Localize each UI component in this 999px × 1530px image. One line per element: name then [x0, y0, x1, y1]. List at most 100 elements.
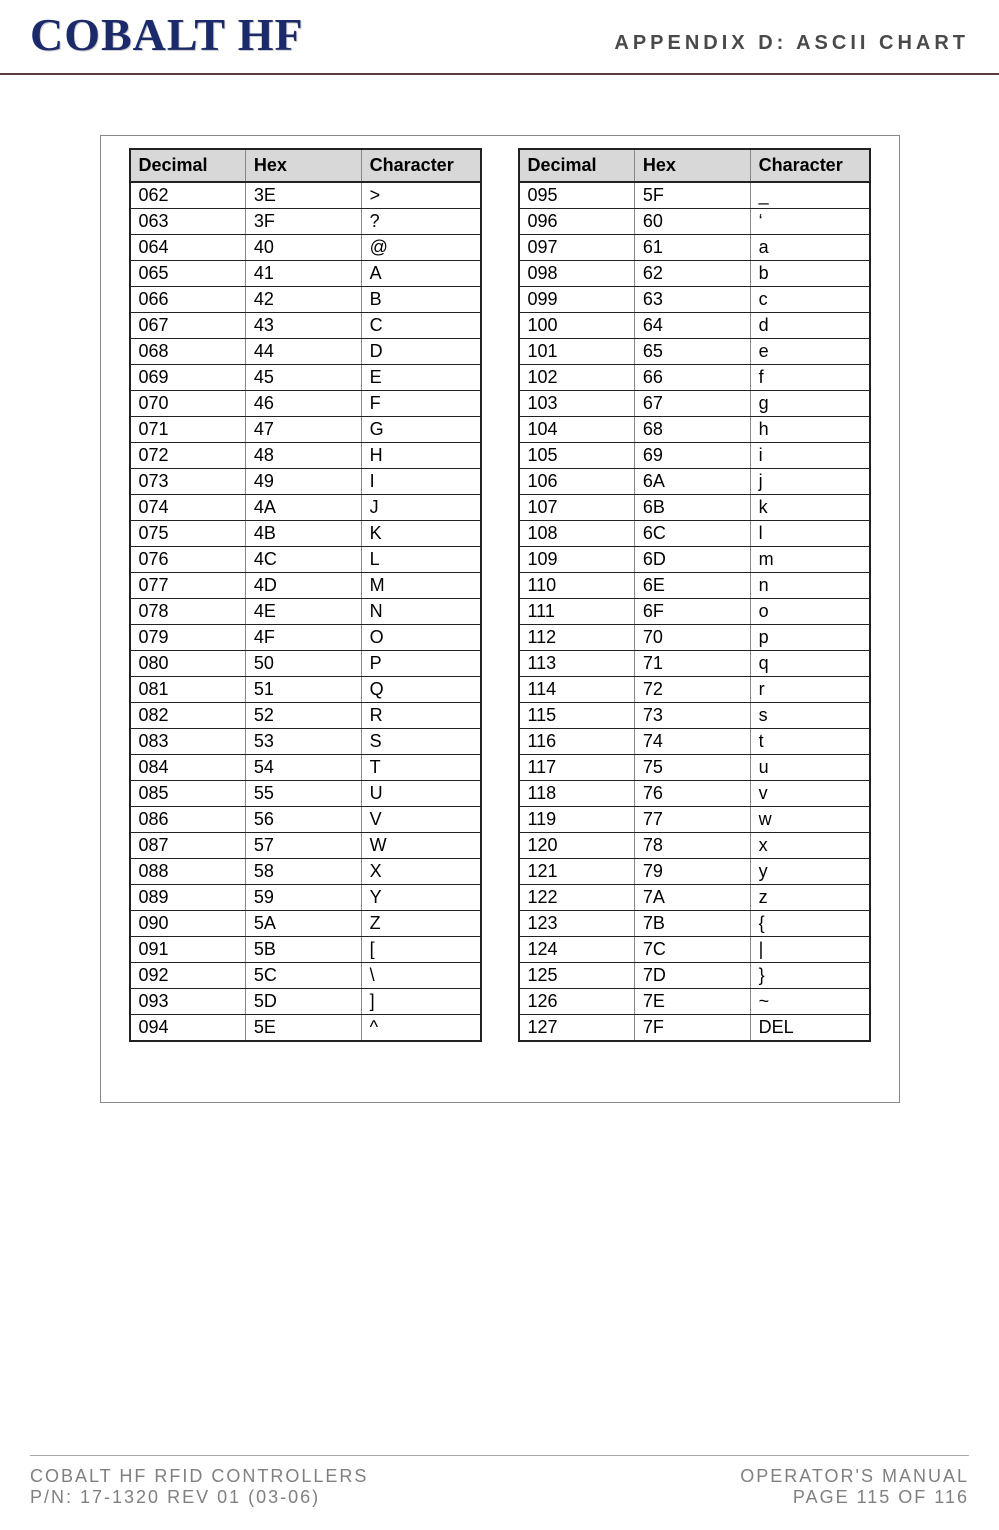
cell-chr: m [750, 547, 869, 573]
cell-chr: S [361, 729, 480, 755]
table-row: 06642B [130, 287, 481, 313]
table-row: 08151Q [130, 677, 481, 703]
header-decimal: Decimal [130, 149, 246, 182]
cell-dec: 114 [519, 677, 635, 703]
cell-chr: s [750, 703, 869, 729]
table-row: 1237B{ [519, 911, 870, 937]
cell-dec: 069 [130, 365, 246, 391]
cell-dec: 086 [130, 807, 246, 833]
cell-hex: 4F [245, 625, 361, 651]
cell-dec: 079 [130, 625, 246, 651]
cell-dec: 067 [130, 313, 246, 339]
table-row: 09862b [519, 261, 870, 287]
cell-chr: G [361, 417, 480, 443]
table-row: 0905AZ [130, 911, 481, 937]
cell-hex: 41 [245, 261, 361, 287]
table-row: 10266f [519, 365, 870, 391]
cell-hex: 53 [245, 729, 361, 755]
cell-dec: 068 [130, 339, 246, 365]
cell-dec: 120 [519, 833, 635, 859]
cell-chr: _ [750, 182, 869, 209]
cell-chr: ] [361, 989, 480, 1015]
cell-hex: 70 [634, 625, 750, 651]
table-row: 0774DM [130, 573, 481, 599]
table-row: 06541A [130, 261, 481, 287]
cell-dec: 064 [130, 235, 246, 261]
table-row: 0945E^ [130, 1015, 481, 1042]
cell-dec: 122 [519, 885, 635, 911]
content-area: Decimal Hex Character 0623E>0633F?06440@… [0, 75, 999, 1103]
cell-hex: 7F [634, 1015, 750, 1042]
table-row: 06945E [130, 365, 481, 391]
cell-dec: 095 [519, 182, 635, 209]
cell-chr: V [361, 807, 480, 833]
cell-dec: 088 [130, 859, 246, 885]
cell-dec: 093 [130, 989, 246, 1015]
cell-hex: 63 [634, 287, 750, 313]
table-row: 1257D} [519, 963, 870, 989]
cell-hex: 7B [634, 911, 750, 937]
cell-chr: a [750, 235, 869, 261]
table-row: 12078x [519, 833, 870, 859]
cell-dec: 116 [519, 729, 635, 755]
cell-dec: 091 [130, 937, 246, 963]
table-row: 0794FO [130, 625, 481, 651]
cell-dec: 081 [130, 677, 246, 703]
table-row: 10165e [519, 339, 870, 365]
cell-dec: 127 [519, 1015, 635, 1042]
cell-dec: 096 [519, 209, 635, 235]
cell-hex: 6D [634, 547, 750, 573]
cell-hex: 5E [245, 1015, 361, 1042]
ascii-table-right: Decimal Hex Character 0955F_09660‘09761a… [518, 148, 871, 1042]
table-row: 08353S [130, 729, 481, 755]
cell-dec: 078 [130, 599, 246, 625]
cell-chr: L [361, 547, 480, 573]
footer-part-number: P/N: 17-1320 REV 01 (03-06) [30, 1487, 368, 1508]
cell-dec: 083 [130, 729, 246, 755]
cell-dec: 063 [130, 209, 246, 235]
cell-hex: 50 [245, 651, 361, 677]
cell-hex: 6B [634, 495, 750, 521]
cell-hex: 68 [634, 417, 750, 443]
table-row: 07248H [130, 443, 481, 469]
cell-chr: ? [361, 209, 480, 235]
cell-dec: 062 [130, 182, 246, 209]
cell-chr: W [361, 833, 480, 859]
cell-chr: Q [361, 677, 480, 703]
header-hex: Hex [634, 149, 750, 182]
table-row: 0784EN [130, 599, 481, 625]
table-row: 07349I [130, 469, 481, 495]
cell-hex: 61 [634, 235, 750, 261]
cell-hex: 49 [245, 469, 361, 495]
cell-chr: i [750, 443, 869, 469]
footer-manual-title: OPERATOR'S MANUAL [740, 1466, 969, 1487]
page-footer: COBALT HF RFID CONTROLLERS P/N: 17-1320 … [30, 1455, 969, 1508]
cell-chr: E [361, 365, 480, 391]
cell-chr: n [750, 573, 869, 599]
cell-hex: 3E [245, 182, 361, 209]
cell-hex: 5A [245, 911, 361, 937]
cell-hex: 51 [245, 677, 361, 703]
table-header-row: Decimal Hex Character [130, 149, 481, 182]
header-hex: Hex [245, 149, 361, 182]
cell-hex: 40 [245, 235, 361, 261]
cell-hex: 4B [245, 521, 361, 547]
cell-hex: 5D [245, 989, 361, 1015]
appendix-title: APPENDIX D: ASCII CHART [614, 14, 969, 55]
table-row: 1066Aj [519, 469, 870, 495]
cell-dec: 113 [519, 651, 635, 677]
table-row: 0633F? [130, 209, 481, 235]
cell-hex: 46 [245, 391, 361, 417]
cell-chr: N [361, 599, 480, 625]
cell-dec: 117 [519, 755, 635, 781]
cell-chr: t [750, 729, 869, 755]
table-row: 11270p [519, 625, 870, 651]
table-row: 10468h [519, 417, 870, 443]
cell-chr: B [361, 287, 480, 313]
cell-chr: I [361, 469, 480, 495]
cell-dec: 121 [519, 859, 635, 885]
cell-hex: 5C [245, 963, 361, 989]
cell-chr: e [750, 339, 869, 365]
table-row: 07147G [130, 417, 481, 443]
table-row: 0764CL [130, 547, 481, 573]
